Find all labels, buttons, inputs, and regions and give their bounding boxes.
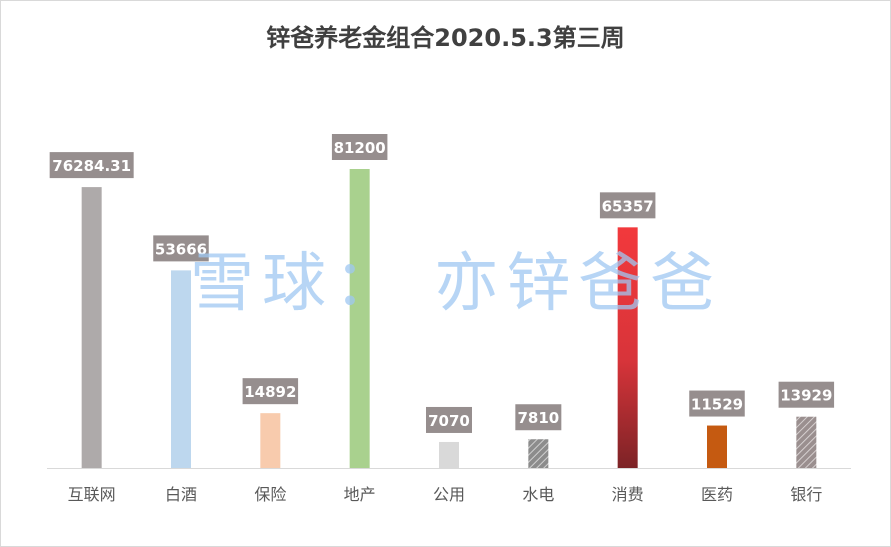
bar-银行 xyxy=(796,416,817,468)
x-tick-label: 保险 xyxy=(254,485,286,504)
data-label-互联网: 76284.31 xyxy=(49,152,134,179)
bar-白酒 xyxy=(171,270,191,468)
data-label-text: 14892 xyxy=(244,383,296,401)
data-label-box xyxy=(49,152,134,179)
x-tick-label: 消费 xyxy=(612,485,644,504)
data-label-text: 7810 xyxy=(517,409,559,427)
x-tick-label: 水电 xyxy=(522,485,554,504)
bar-公用 xyxy=(439,441,459,468)
data-label-box xyxy=(331,134,388,160)
chart-title: 锌爸养老金组合2020.5.3第三周 xyxy=(266,24,625,52)
bar-医药 xyxy=(707,425,727,468)
data-label-地产: 81200 xyxy=(331,134,388,160)
x-tick-label: 地产 xyxy=(344,485,376,504)
data-label-box xyxy=(242,378,299,405)
x-tick-label: 银行 xyxy=(790,485,822,504)
data-label-text: 76284.31 xyxy=(52,157,131,175)
data-label-box xyxy=(153,235,209,262)
data-label-text: 7070 xyxy=(428,412,470,430)
x-tick-label: 白酒 xyxy=(165,485,197,504)
data-label-box xyxy=(426,406,472,433)
bar-地产 xyxy=(349,169,370,468)
data-label-水电: 7810 xyxy=(515,404,562,431)
data-label-text: 81200 xyxy=(334,139,386,157)
x-tick-label: 医药 xyxy=(701,485,733,504)
x-tick-label: 互联网 xyxy=(68,485,116,504)
data-label-box xyxy=(515,404,562,431)
data-label-医药: 11529 xyxy=(689,390,745,417)
data-label-text: 53666 xyxy=(155,240,207,258)
data-label-box xyxy=(599,192,656,219)
data-label-白酒: 53666 xyxy=(153,235,209,262)
bar-消费 xyxy=(617,227,638,468)
bar-互联网 xyxy=(81,187,102,468)
data-label-box xyxy=(689,390,745,417)
watermark: 雪球： 亦锌爸爸 xyxy=(190,247,723,321)
data-label-公用: 7070 xyxy=(426,406,472,433)
x-tick-label: 公用 xyxy=(433,485,465,504)
bar-水电 xyxy=(528,439,549,468)
bar-保险 xyxy=(260,413,281,468)
data-label-保险: 14892 xyxy=(242,378,299,405)
data-label-text: 11529 xyxy=(691,396,743,414)
data-label-box xyxy=(778,381,835,408)
data-label-消费: 65357 xyxy=(599,192,656,219)
data-label-text: 65357 xyxy=(602,197,654,215)
data-label-text: 13929 xyxy=(780,387,832,405)
data-label-银行: 13929 xyxy=(778,381,835,408)
